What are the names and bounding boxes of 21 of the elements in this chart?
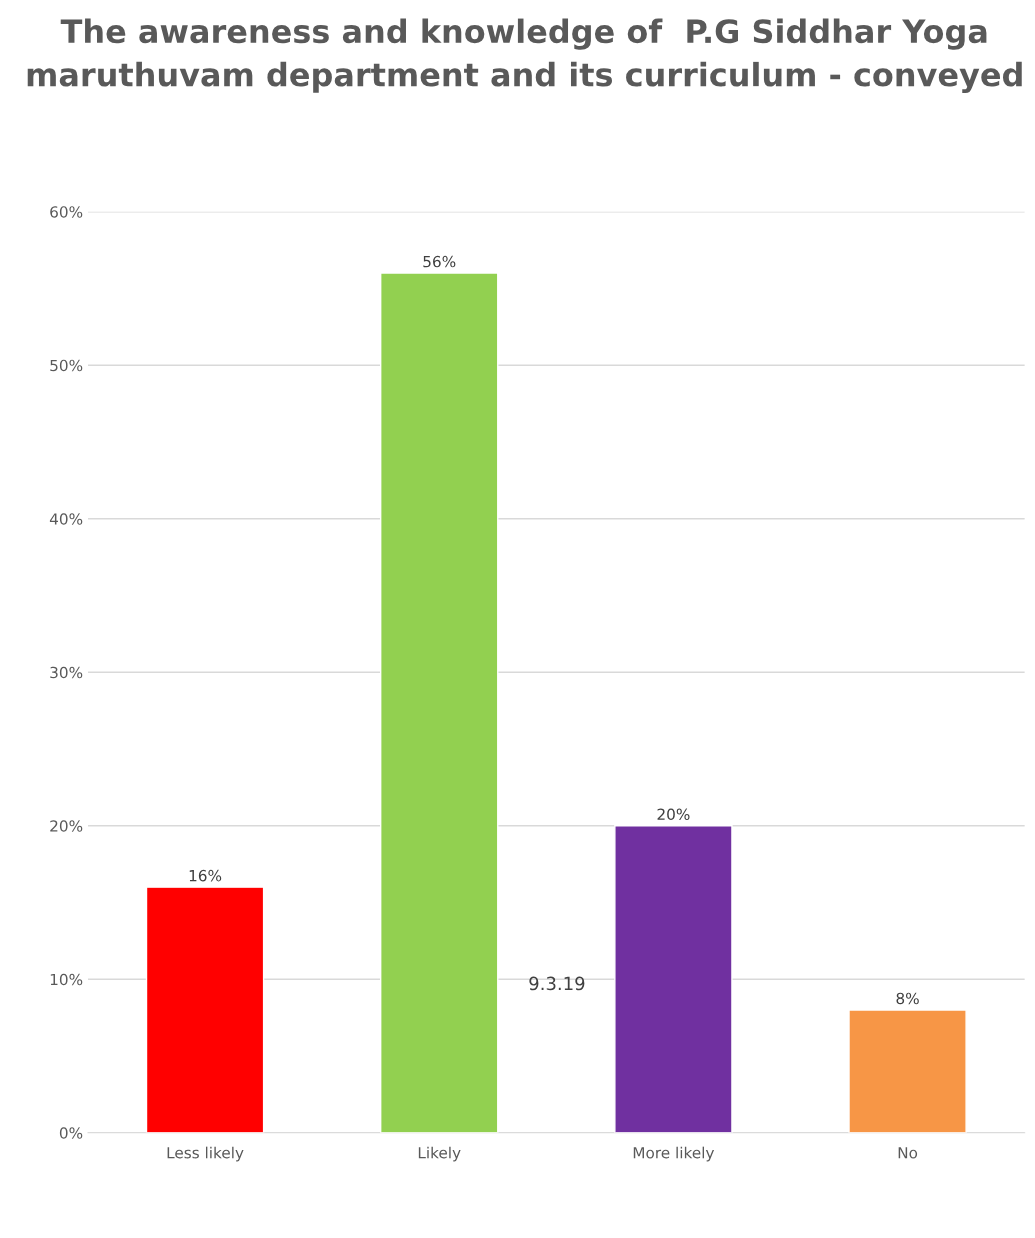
bar	[848, 1009, 967, 1133]
y-tick-label: 10%	[50, 973, 83, 986]
y-tick-label: 0%	[59, 1127, 83, 1139]
bar	[614, 825, 733, 1133]
y-tick-label: 40%	[49, 513, 83, 525]
y-tick-label: 60%	[50, 206, 83, 218]
x-tick-label: No	[898, 1147, 918, 1159]
y-tick-label: 20%	[50, 820, 83, 832]
data-label: 8%	[896, 992, 919, 1005]
bar	[379, 272, 499, 1133]
data-label: 16%	[189, 869, 222, 882]
data-label: 56%	[423, 255, 456, 268]
bar	[145, 886, 265, 1133]
y-tick-label: 50%	[50, 359, 83, 372]
x-tick-label: Less likely	[167, 1146, 244, 1162]
data-label: 20%	[657, 808, 690, 821]
y-tick-label: 30%	[50, 666, 83, 679]
chart-title: The awareness and knowledge of P.G Siddhar Yoga maruthuvam department and its curriculum - conveyed	[27, 18, 1022, 94]
x-tick-label: Likely	[418, 1146, 461, 1162]
x-tick-label: More likely	[633, 1146, 715, 1162]
annotation: 9.3.19	[529, 976, 585, 991]
